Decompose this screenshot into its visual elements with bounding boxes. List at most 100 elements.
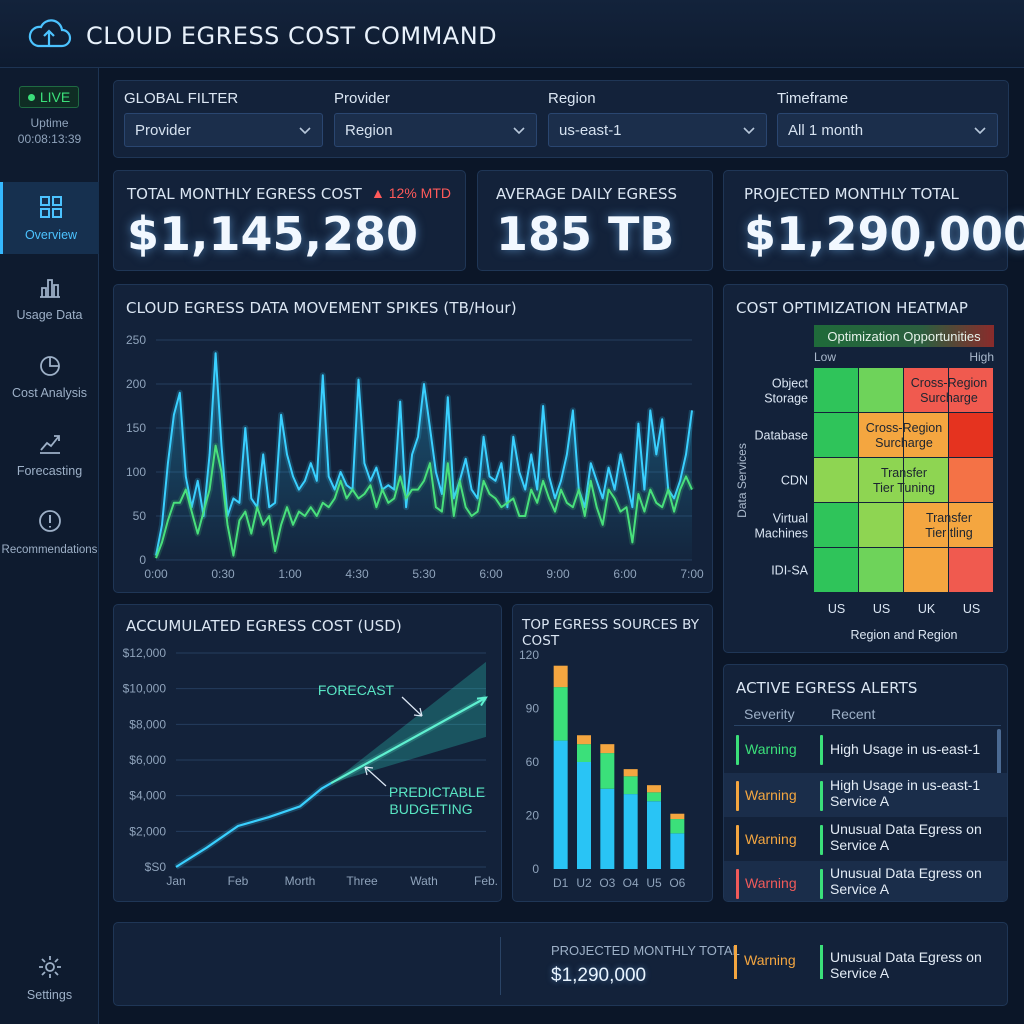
footer-strip: PROJECTED MONTHLY TOTAL $1,290,000 Warni… bbox=[113, 922, 1008, 1006]
annotation-arrow-icon bbox=[364, 766, 387, 787]
y-tick-label: $10,000 bbox=[123, 682, 167, 696]
alert-row[interactable]: Warning Unusual Data Egress on Service A bbox=[724, 817, 1007, 861]
bar-segment bbox=[577, 762, 591, 869]
y-tick-label: 90 bbox=[526, 702, 540, 716]
spikes-chart-panel: CLOUD EGRESS DATA MOVEMENT SPIKES (TB/Ho… bbox=[113, 284, 713, 593]
heatmap-cell bbox=[904, 548, 948, 592]
sidebar-item-overview[interactable]: Overview bbox=[0, 182, 99, 254]
sidebar-item-usage-data[interactable]: Usage Data bbox=[0, 262, 99, 334]
bar-segment bbox=[647, 785, 661, 793]
severity-indicator bbox=[736, 869, 739, 899]
kpi-daily-egress: AVERAGE DAILY EGRESS 185 TB bbox=[477, 170, 713, 271]
sidebar-item-label: Cost Analysis bbox=[11, 386, 88, 400]
predictable-annotation: PREDICTABLE bbox=[389, 784, 485, 800]
x-axis-label: Region and Region bbox=[850, 628, 957, 642]
x-tick-label: Three bbox=[346, 874, 378, 888]
provider-select[interactable]: Region bbox=[334, 113, 537, 147]
alert-message: High Usage in us-east-1 Service A bbox=[830, 777, 981, 809]
alert-message: High Usage in us-east-1 bbox=[830, 741, 981, 757]
heatmap-cell-label: Cross-Region Surcharge bbox=[911, 376, 987, 405]
y-tick-label: $S0 bbox=[145, 860, 167, 874]
x-tick-label: 6:00 bbox=[479, 567, 503, 581]
cell-label-line: Surcharge bbox=[920, 391, 978, 405]
y-tick-label: 20 bbox=[526, 809, 540, 823]
global-filter-select[interactable]: Provider bbox=[124, 113, 323, 147]
alert-row[interactable]: Warning High Usage in us-east-1 bbox=[724, 727, 1007, 771]
alert-message: Unusual Data Egress on Service A bbox=[830, 865, 982, 897]
region-label: Region bbox=[548, 90, 596, 107]
kpi-projected-total: PROJECTED MONTHLY TOTAL $1,290,000 bbox=[723, 170, 1024, 271]
live-dot-icon bbox=[27, 94, 35, 101]
y-tick-label: 120 bbox=[519, 648, 539, 662]
kpi-value: 185 TB bbox=[496, 207, 675, 261]
y-tick-label: $12,000 bbox=[123, 646, 167, 660]
live-badge: LIVE bbox=[19, 86, 79, 108]
x-tick-label: 0:30 bbox=[211, 567, 235, 581]
app-title: CLOUD EGRESS COST COMMAND bbox=[86, 22, 498, 50]
global-filter-label: GLOBAL FILTER bbox=[124, 90, 239, 107]
x-tick-label: U2 bbox=[576, 876, 592, 890]
x-tick-label: D1 bbox=[553, 876, 569, 890]
scale-bar bbox=[814, 325, 994, 347]
y-tick-label: 60 bbox=[526, 755, 540, 769]
y-tick-label: 50 bbox=[133, 509, 147, 523]
heatmap-cell-label: Transfer Tier tling bbox=[925, 511, 973, 540]
bar-segment bbox=[553, 687, 568, 741]
heatmap-panel: COST OPTIMIZATION HEATMAP Optimization O… bbox=[723, 284, 1008, 653]
series-line-total bbox=[155, 352, 693, 556]
alert-severity: Warning bbox=[745, 831, 797, 847]
sources-bar-chart: 0 20 60 90 120 D1 U2 O3 O4 U5 O6 bbox=[519, 648, 686, 890]
cell-label-line: Tier Tuning bbox=[873, 481, 935, 495]
message-indicator bbox=[820, 825, 823, 855]
kpi-label: AVERAGE DAILY EGRESS bbox=[496, 185, 678, 203]
y-tick-label: 200 bbox=[126, 377, 146, 391]
cloud-upload-icon bbox=[28, 19, 72, 48]
chevron-down-icon bbox=[513, 127, 525, 135]
x-tick-label: Feb. bbox=[474, 874, 498, 888]
footer-projected-label: PROJECTED MONTHLY TOTAL bbox=[551, 943, 740, 958]
x-tick-label: Morth bbox=[285, 874, 316, 888]
y-tick-label: $2,000 bbox=[129, 824, 166, 838]
recent-column-header: Recent bbox=[831, 706, 876, 722]
x-tick-label: U5 bbox=[646, 876, 662, 890]
row-label: CDN bbox=[781, 474, 808, 488]
scrollbar[interactable] bbox=[997, 729, 1001, 775]
alert-row[interactable]: Warning Unusual Data Egress on Service A bbox=[724, 861, 1007, 901]
message-indicator bbox=[820, 945, 823, 979]
y-tick-label: 250 bbox=[126, 333, 146, 347]
spikes-chart: 0 50 100 150 200 250 0:00 0:30 1:00 4:30 5:30 6:00 9… bbox=[126, 333, 704, 581]
bar-segment bbox=[647, 801, 661, 869]
gear-icon bbox=[38, 956, 61, 978]
heatmap-cell bbox=[904, 413, 948, 457]
settings-button[interactable]: Settings bbox=[0, 942, 99, 1014]
region-select[interactable]: us-east-1 bbox=[548, 113, 767, 147]
sidebar-item-cost-analysis[interactable]: Cost Analysis bbox=[0, 340, 99, 412]
sidebar-item-forecasting[interactable]: Forecasting bbox=[0, 418, 99, 490]
cell-label-line: Transfer bbox=[926, 511, 972, 525]
bar-segment bbox=[577, 744, 591, 762]
cumulative-chart: $S0 $2,000 $4,000 $6,000 $8,000 $10,000 $12,00… bbox=[123, 646, 498, 888]
forecast-line bbox=[330, 696, 487, 785]
provider-label: Provider bbox=[334, 90, 390, 107]
divider bbox=[500, 937, 501, 995]
column-label: US bbox=[963, 602, 980, 616]
divider bbox=[734, 725, 1001, 726]
footer-projected-value: $1,290,000 bbox=[551, 965, 647, 986]
uptime-label: Uptime bbox=[30, 116, 69, 130]
live-label: LIVE bbox=[39, 89, 71, 105]
x-tick-label: 9:00 bbox=[546, 567, 570, 581]
annotation-arrow-icon bbox=[401, 696, 423, 717]
y-tick-label: 0 bbox=[139, 553, 146, 567]
forecast-band bbox=[331, 661, 486, 784]
alert-severity: Warning bbox=[745, 875, 797, 891]
heatmap-cell bbox=[949, 413, 993, 457]
provider-value: Region bbox=[345, 122, 393, 139]
timeframe-select[interactable]: All 1 month bbox=[777, 113, 998, 147]
sidebar-item-recommendations[interactable]: Recommendations bbox=[0, 496, 99, 568]
heatmap-cell bbox=[904, 503, 948, 547]
alert-row[interactable]: Warning High Usage in us-east-1 Service … bbox=[724, 773, 1007, 817]
y-tick-label: 150 bbox=[126, 421, 146, 435]
scale-label: Optimization Opportunities bbox=[827, 329, 981, 344]
column-label: US bbox=[873, 602, 890, 616]
